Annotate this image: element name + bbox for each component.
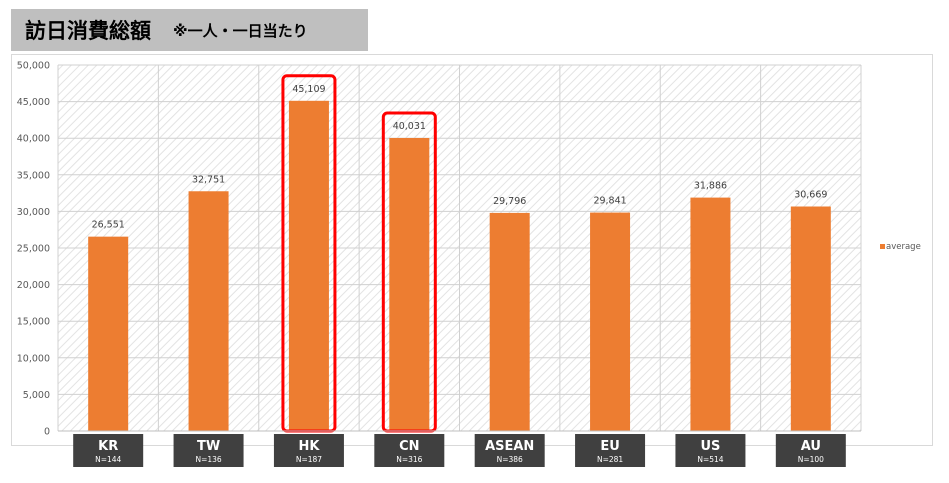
y-tick-label: 40,000 bbox=[17, 134, 50, 145]
data-label: 40,031 bbox=[393, 121, 426, 132]
data-label: 32,751 bbox=[192, 174, 225, 185]
y-tick-label: 20,000 bbox=[17, 280, 50, 291]
x-tick-label: HK bbox=[298, 439, 320, 454]
bar bbox=[288, 100, 329, 431]
sample-size-label: N=281 bbox=[597, 455, 623, 464]
y-tick-label: 50,000 bbox=[17, 61, 50, 72]
x-tick-label: US bbox=[700, 439, 720, 454]
header-title-box: 訪日消費総額 ※一人・一日当たり bbox=[11, 9, 368, 51]
bar bbox=[489, 212, 530, 431]
category-box bbox=[173, 434, 244, 467]
data-label: 29,841 bbox=[593, 196, 626, 207]
sample-size-label: N=100 bbox=[798, 455, 824, 464]
category-box bbox=[575, 434, 646, 467]
category-box bbox=[474, 434, 545, 467]
sample-size-label: N=386 bbox=[497, 455, 523, 464]
data-label: 26,551 bbox=[92, 220, 125, 231]
bar bbox=[88, 236, 129, 431]
bar bbox=[188, 191, 229, 431]
y-tick-label: 45,000 bbox=[17, 97, 50, 108]
y-tick-label: 10,000 bbox=[17, 353, 50, 364]
bar bbox=[389, 137, 430, 431]
y-tick-label: 0 bbox=[44, 427, 50, 438]
bar bbox=[690, 197, 731, 431]
sample-size-label: N=187 bbox=[296, 455, 322, 464]
category-box bbox=[273, 434, 344, 467]
x-tick-label: KR bbox=[98, 439, 118, 454]
x-tick-label: ASEAN bbox=[485, 439, 534, 454]
y-tick-label: 5,000 bbox=[23, 390, 50, 401]
data-label: 29,796 bbox=[493, 196, 526, 207]
sample-size-label: N=316 bbox=[396, 455, 422, 464]
x-tick-label: TW bbox=[197, 439, 220, 454]
legend-swatch bbox=[880, 244, 885, 249]
x-tick-label: CN bbox=[399, 439, 419, 454]
bar bbox=[590, 212, 631, 431]
x-tick-label: AU bbox=[801, 439, 821, 454]
sample-size-label: N=144 bbox=[95, 455, 121, 464]
legend-label: average bbox=[886, 242, 921, 252]
sample-size-label: N=136 bbox=[195, 455, 221, 464]
bar bbox=[790, 206, 831, 431]
category-box bbox=[374, 434, 445, 467]
page-title: 訪日消費総額 bbox=[25, 19, 151, 43]
category-box bbox=[73, 434, 144, 467]
sample-size-label: N=514 bbox=[697, 455, 723, 464]
category-box bbox=[675, 434, 746, 467]
y-tick-label: 35,000 bbox=[17, 170, 50, 181]
page-subtitle: ※一人・一日当たり bbox=[173, 21, 308, 40]
data-label: 31,886 bbox=[694, 181, 727, 192]
x-tick-label: EU bbox=[600, 439, 619, 454]
data-label: 30,669 bbox=[794, 190, 827, 201]
category-box bbox=[775, 434, 846, 467]
y-tick-label: 15,000 bbox=[17, 317, 50, 328]
y-tick-label: 30,000 bbox=[17, 207, 50, 218]
data-label: 45,109 bbox=[292, 84, 325, 95]
y-tick-label: 25,000 bbox=[17, 244, 50, 255]
